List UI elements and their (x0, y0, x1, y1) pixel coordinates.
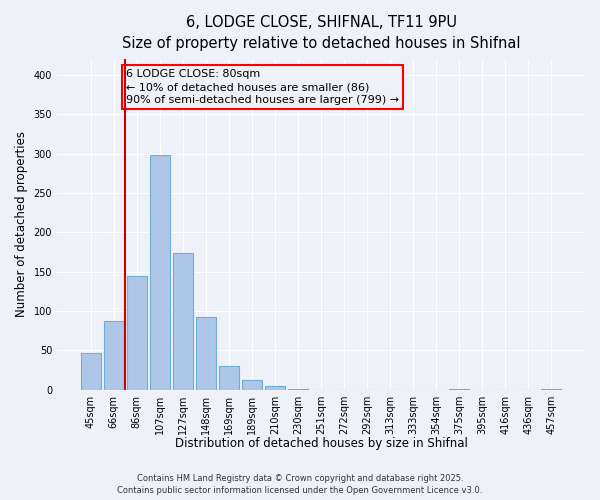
Bar (81, 353, 101, 390)
Bar (541, 389, 561, 390)
Title: 6, LODGE CLOSE, SHIFNAL, TF11 9PU
Size of property relative to detached houses i: 6, LODGE CLOSE, SHIFNAL, TF11 9PU Size o… (122, 15, 520, 51)
Bar (219, 366, 239, 390)
X-axis label: Distribution of detached houses by size in Shifnal: Distribution of detached houses by size … (175, 437, 467, 450)
Bar (449, 389, 469, 390)
Bar (196, 318, 216, 390)
Bar (242, 380, 262, 390)
Bar (288, 389, 308, 390)
Bar (150, 155, 170, 390)
Bar (104, 320, 124, 390)
Bar (127, 276, 146, 390)
Text: Contains HM Land Registry data © Crown copyright and database right 2025.
Contai: Contains HM Land Registry data © Crown c… (118, 474, 482, 495)
Bar (173, 253, 193, 390)
Text: 6 LODGE CLOSE: 80sqm
← 10% of detached houses are smaller (86)
90% of semi-detac: 6 LODGE CLOSE: 80sqm ← 10% of detached h… (125, 69, 399, 106)
Y-axis label: Number of detached properties: Number of detached properties (15, 132, 28, 318)
Bar (265, 386, 285, 390)
